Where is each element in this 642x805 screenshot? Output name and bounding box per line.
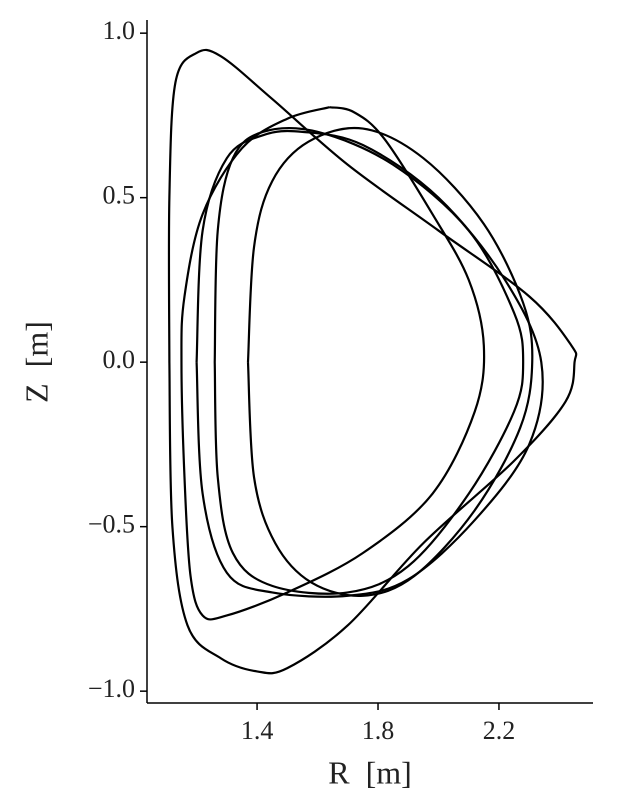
x-tick-label: 1.8 [362, 716, 395, 745]
x-tick-label: 1.4 [241, 716, 274, 745]
boundary-line [213, 127, 525, 595]
boundary-line [180, 106, 486, 621]
boundary-line [195, 129, 544, 598]
y-axis-label: Z [m] [18, 321, 54, 403]
x-axis-label: R [m] [328, 754, 412, 790]
boundary-line [246, 126, 534, 597]
x-tick-label: 2.2 [483, 716, 516, 745]
y-tick-label: −1.0 [88, 674, 135, 703]
y-tick-label: 0.0 [103, 345, 136, 374]
y-tick-label: −0.5 [88, 510, 135, 539]
y-tick-label: 1.0 [103, 16, 136, 45]
boundary-line [167, 48, 578, 675]
y-tick-label: 0.5 [103, 181, 136, 210]
